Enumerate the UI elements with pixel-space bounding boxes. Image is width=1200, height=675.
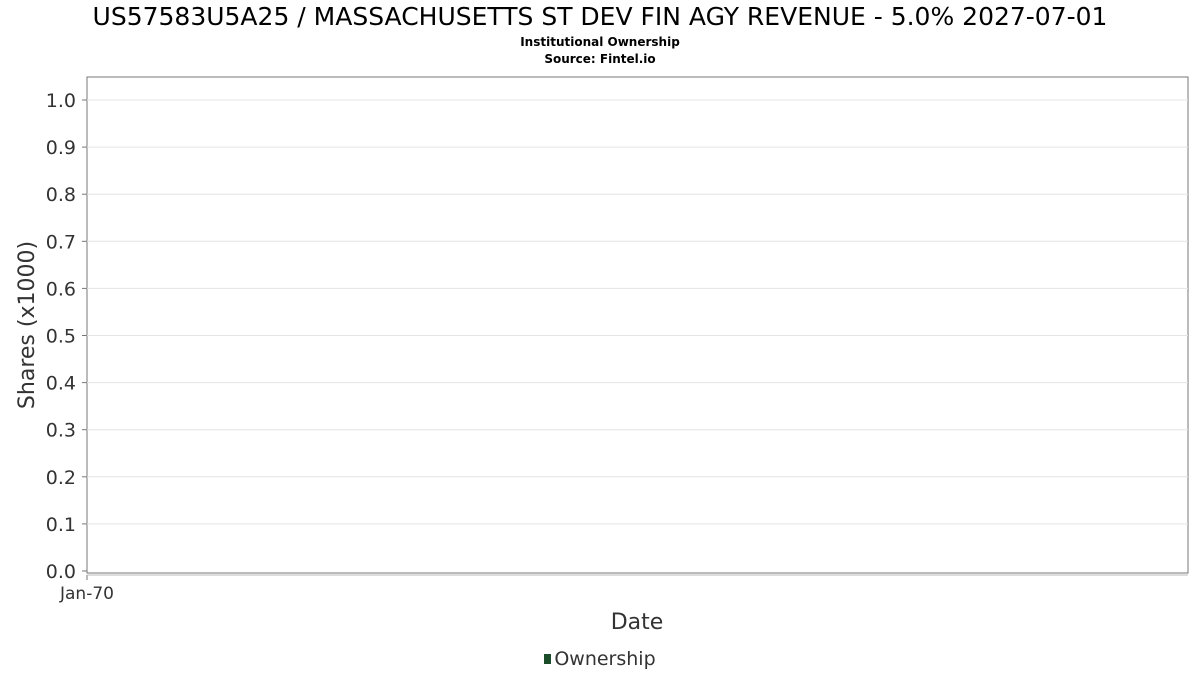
chart-subtitle: Institutional Ownership [520,35,680,49]
y-tick-label: 0.6 [46,278,76,300]
y-tick-label: 0.9 [46,137,76,159]
x-axis-ticks: Jan-70 [59,575,114,604]
y-tick-label: 0.5 [46,326,76,348]
y-tick-label: 0.1 [46,514,76,536]
y-tick-label: 0.8 [46,184,76,206]
chart-source: Source: Fintel.io [544,52,656,66]
legend: Ownership [0,648,1200,670]
grid-lines [87,99,1188,525]
y-tick-label: 0.2 [46,467,76,489]
x-axis-label: Date [611,610,664,635]
y-tick-label: 0.0 [46,561,76,583]
y-axis-ticks: 0.0 0.1 0.2 0.3 0.4 0.5 0.6 0.7 0.8 0.9 1.0 [46,90,87,583]
y-tick-label: 0.3 [46,420,76,442]
legend-swatch-ownership [544,654,552,664]
legend-label-ownership: Ownership [554,648,656,670]
chart-title: US57583U5A25 / MASSACHUSETTS ST DEV FIN … [92,2,1108,31]
y-tick-label: 0.7 [46,231,76,253]
x-tick-label: Jan-70 [59,584,114,604]
y-axis-label: Shares (x1000) [15,241,40,409]
y-tick-label: 1.0 [46,90,76,112]
plot-area [86,76,1189,574]
y-tick-label: 0.4 [46,373,76,395]
